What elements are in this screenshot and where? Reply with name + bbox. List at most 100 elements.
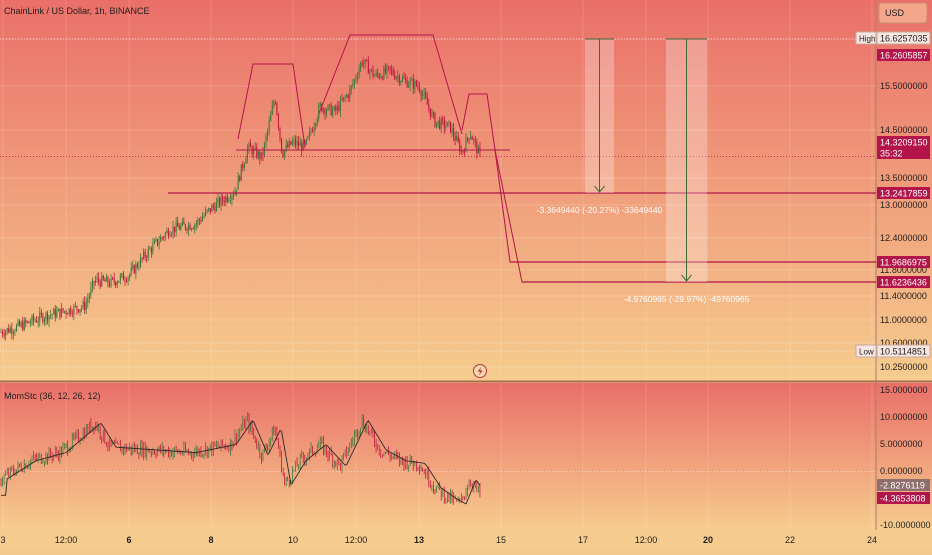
projection-arrowhead [681,274,692,282]
price-tag: 13.2417859 [877,187,930,199]
candle-body [308,131,310,137]
candle-body [315,124,317,127]
indicator-signal-line [1,420,481,505]
candle-body [180,225,182,230]
indicator-tag-bg [877,492,930,504]
candle-body [40,312,42,315]
candle-body [321,103,323,112]
candle-body [129,274,131,278]
price-tag-text: 13.2417859 [880,189,928,199]
candle-body [62,308,64,312]
candle-body [198,219,200,221]
candle-body [174,226,176,232]
candle-body [19,321,21,326]
candle-body [411,79,413,81]
candle-body [229,199,231,201]
candle-body [222,196,224,202]
candle-body [85,302,87,311]
candle-body [250,143,252,148]
candle-body [440,118,442,129]
candle-body [225,196,227,203]
candle-body [17,321,19,326]
pattern-outline [317,34,463,135]
candle-body [26,321,28,323]
candle-body [8,328,10,333]
candle-body [253,148,255,155]
candle-body [240,164,242,181]
candle-body [344,97,346,98]
candle-body [325,110,328,114]
candle-body [119,275,121,282]
candle-body [358,69,360,77]
candle-body [188,224,190,231]
candle-body [356,76,359,79]
candle-body [184,224,186,229]
candle-body [113,277,115,282]
candle-body [409,80,411,86]
candle-body [262,152,264,156]
candle-body [76,305,78,310]
candle-body [270,114,272,122]
price-tick-label: 15.5000000 [880,81,928,91]
price-tag-bg [876,344,931,358]
candle-body [400,81,402,83]
candle-body [343,97,345,101]
candle-body [274,102,276,104]
candle-body [418,86,421,92]
price-tag-bg [876,31,931,45]
candle-body [392,69,394,75]
price-tag-bg [877,147,930,159]
time-axis[interactable]: 3 12:00 6 8 10 12:00 13 15 17 12:00 20 22 24 [0,535,877,545]
candle-body [28,321,30,323]
time-label: 22 [785,535,795,545]
candle-body [57,308,59,312]
candle-body [0,331,2,333]
candle-body [370,68,372,71]
candle-body [177,222,179,227]
price-tick-label: 13.0000000 [880,200,928,210]
currency-button[interactable]: USD [878,2,928,24]
candle-body [301,143,303,151]
indicator-axis[interactable]: 15.0000000 10.0000000 5.0000000 0.0000000 -1… [877,385,931,530]
time-label: 12:00 [345,535,368,545]
candle-body [51,314,53,316]
price-axis[interactable]: 15.5000000 14.5000000 13.5000000 13.0000000… [855,31,931,372]
candle-body [339,99,341,111]
candle-body [246,148,248,160]
horizontal-levels[interactable] [0,149,876,283]
candle-body [192,228,194,230]
candle-body [90,287,92,296]
candle-body [31,316,33,323]
candle-body [93,281,95,284]
candle-body [282,152,284,157]
candle-body [73,305,75,315]
candle-body [84,301,86,311]
candle-body [36,320,38,323]
time-label: 10 [288,535,298,545]
candle-body [353,79,355,85]
candle-body [294,139,297,146]
candle-body [248,143,250,149]
time-label: 15 [496,535,506,545]
candle-body [150,248,152,253]
projection-tools[interactable]: -3.3649440 (-20.27%) -33649440 -4.9760965… [537,38,750,304]
candle-body [381,76,383,79]
candle-body [34,320,36,322]
candle-body [414,81,416,89]
lightning-icon[interactable] [473,364,487,378]
price-tick-label: 12.4000000 [880,233,928,243]
candle-body [231,195,233,200]
candle-body [449,121,452,133]
candle-body [256,147,258,158]
candle-body [273,102,275,107]
candle-body [327,105,329,111]
candle-body [318,105,320,119]
candle-body [79,309,81,313]
candle-body [201,217,204,222]
candle-body [54,309,56,318]
candle-body [144,252,146,258]
candle-body [257,151,259,158]
time-label: 12:00 [55,535,78,545]
